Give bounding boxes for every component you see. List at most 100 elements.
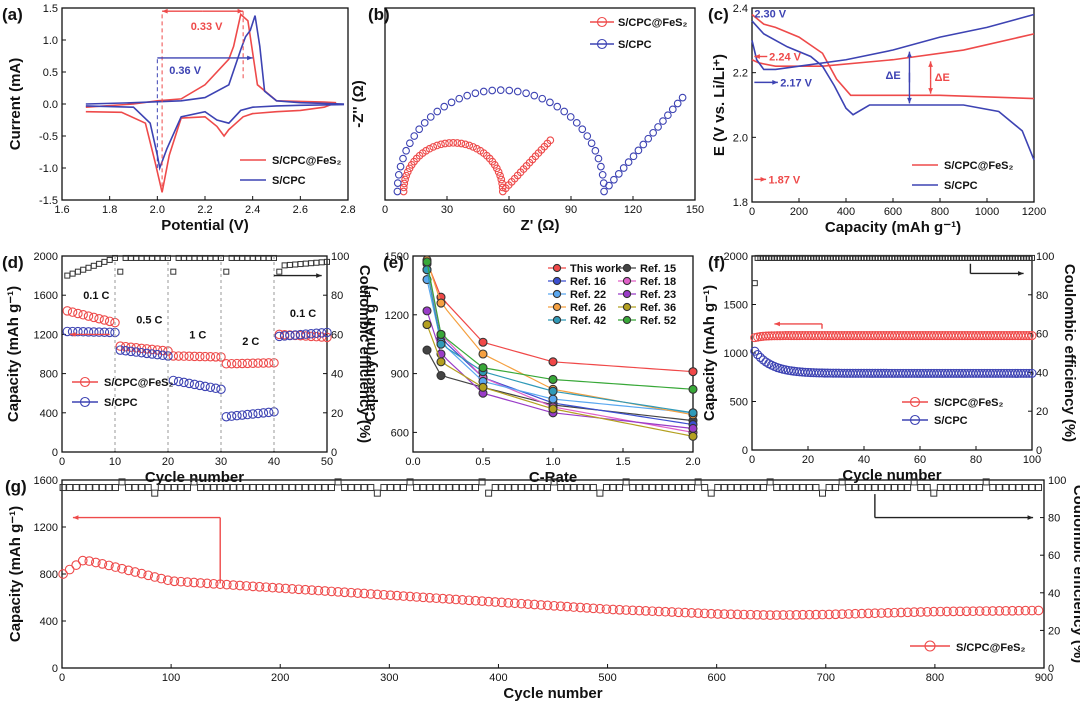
data-point: [490, 597, 501, 607]
data-point: [463, 91, 472, 100]
data-point: [491, 484, 499, 492]
data-point: [629, 152, 638, 161]
data-point: [168, 375, 179, 386]
x-tick-label: 0.5: [475, 456, 490, 468]
data-point: [386, 484, 394, 492]
panel-d: 0 10 20 30 40 5004008001200160020000204060801…: [2, 251, 373, 486]
y-axis-label: Capacity (mAh g⁻¹): [5, 286, 22, 422]
data-point: [732, 609, 743, 620]
y2-tick-label: 0: [1048, 663, 1054, 675]
legend-marker: [552, 302, 562, 312]
panel-label: (a): [2, 5, 23, 24]
data-point: [276, 268, 283, 275]
data-point: [173, 376, 184, 387]
data-point: [1033, 605, 1044, 616]
x-tick-label: 100: [162, 672, 180, 684]
data-point: [498, 484, 506, 492]
data-point: [190, 478, 198, 486]
data-point: [804, 609, 815, 620]
x-tick-label: 2.6: [293, 204, 308, 216]
data-point: [471, 89, 480, 98]
data-point: [488, 86, 497, 95]
data-point: [184, 378, 194, 389]
data-point: [393, 179, 402, 187]
x-tick-label: 1.0: [545, 456, 560, 468]
legend-marker: [622, 263, 632, 273]
legend-marker: [622, 315, 632, 325]
data-point: [496, 597, 507, 608]
data-point: [465, 484, 473, 492]
data-point: [71, 560, 82, 570]
series-line: [426, 324, 694, 437]
arrow-head: [928, 61, 933, 67]
data-point: [771, 610, 782, 620]
data-point: [410, 132, 419, 140]
y-tick-label: 2000: [724, 251, 748, 263]
data-point: [281, 262, 288, 269]
data-point: [106, 256, 113, 263]
data-point: [1028, 484, 1036, 492]
data-point: [825, 484, 833, 492]
data-point: [444, 594, 455, 604]
data-point: [143, 570, 154, 581]
y-tick-label: 2000: [34, 251, 58, 263]
y2-tick-label: 100: [1048, 475, 1066, 487]
data-point: [765, 610, 775, 620]
data-point: [686, 608, 697, 618]
data-point: [177, 484, 185, 492]
data-point: [295, 329, 306, 340]
data-point: [292, 261, 299, 268]
plot-frame: [384, 7, 696, 201]
y2-tick-label: 20: [331, 408, 343, 420]
data-point: [422, 345, 432, 355]
y-tick-label: 1200: [385, 310, 409, 322]
x-tick-label: 0: [749, 454, 755, 466]
data-point: [530, 91, 539, 100]
data-point: [642, 484, 650, 492]
data-point: [583, 132, 592, 140]
data-point: [974, 606, 985, 616]
data-point: [197, 484, 205, 492]
data-point: [509, 598, 520, 609]
data-point: [503, 597, 514, 608]
y-tick-label: 400: [40, 408, 58, 420]
x-tick-label: 150: [686, 204, 704, 216]
data-point: [956, 484, 964, 492]
data-point: [608, 604, 618, 615]
x-tick-label: 60: [503, 204, 515, 216]
y-tick-label: 600: [391, 427, 409, 439]
data-point: [162, 575, 173, 586]
data-point: [968, 606, 978, 617]
x-axis-label: Cycle number: [145, 469, 244, 486]
data-point: [915, 607, 926, 617]
legend-label: Ref. 26: [570, 302, 606, 314]
y-tick-label: 0: [52, 663, 58, 675]
data-point: [62, 306, 73, 316]
data-point: [274, 331, 285, 342]
data-point: [982, 478, 990, 486]
data-point: [674, 484, 682, 492]
data-point: [760, 484, 768, 492]
data-point: [436, 357, 446, 367]
data-point: [629, 484, 637, 492]
y2-tick-label: 80: [331, 290, 343, 302]
y2-axis-label: Coulombic efficiency (%): [356, 265, 373, 443]
data-point: [437, 140, 445, 149]
rate-label: 1 C: [189, 329, 206, 341]
data-point: [812, 484, 820, 492]
arrow-head: [772, 80, 778, 85]
y2-tick-label: 0: [1036, 445, 1042, 457]
data-point: [287, 584, 298, 594]
data-point: [655, 484, 663, 492]
data-point: [701, 484, 709, 492]
data-point: [210, 352, 221, 362]
y-tick-label: 900: [391, 369, 409, 381]
data-point: [595, 603, 605, 614]
data-point: [226, 358, 237, 369]
data-point: [719, 609, 730, 619]
legend-marker: [909, 414, 921, 426]
series-line: [426, 310, 694, 430]
data-point: [858, 484, 866, 492]
y-tick-label: 1.5: [43, 3, 58, 15]
data-point: [1027, 605, 1037, 616]
